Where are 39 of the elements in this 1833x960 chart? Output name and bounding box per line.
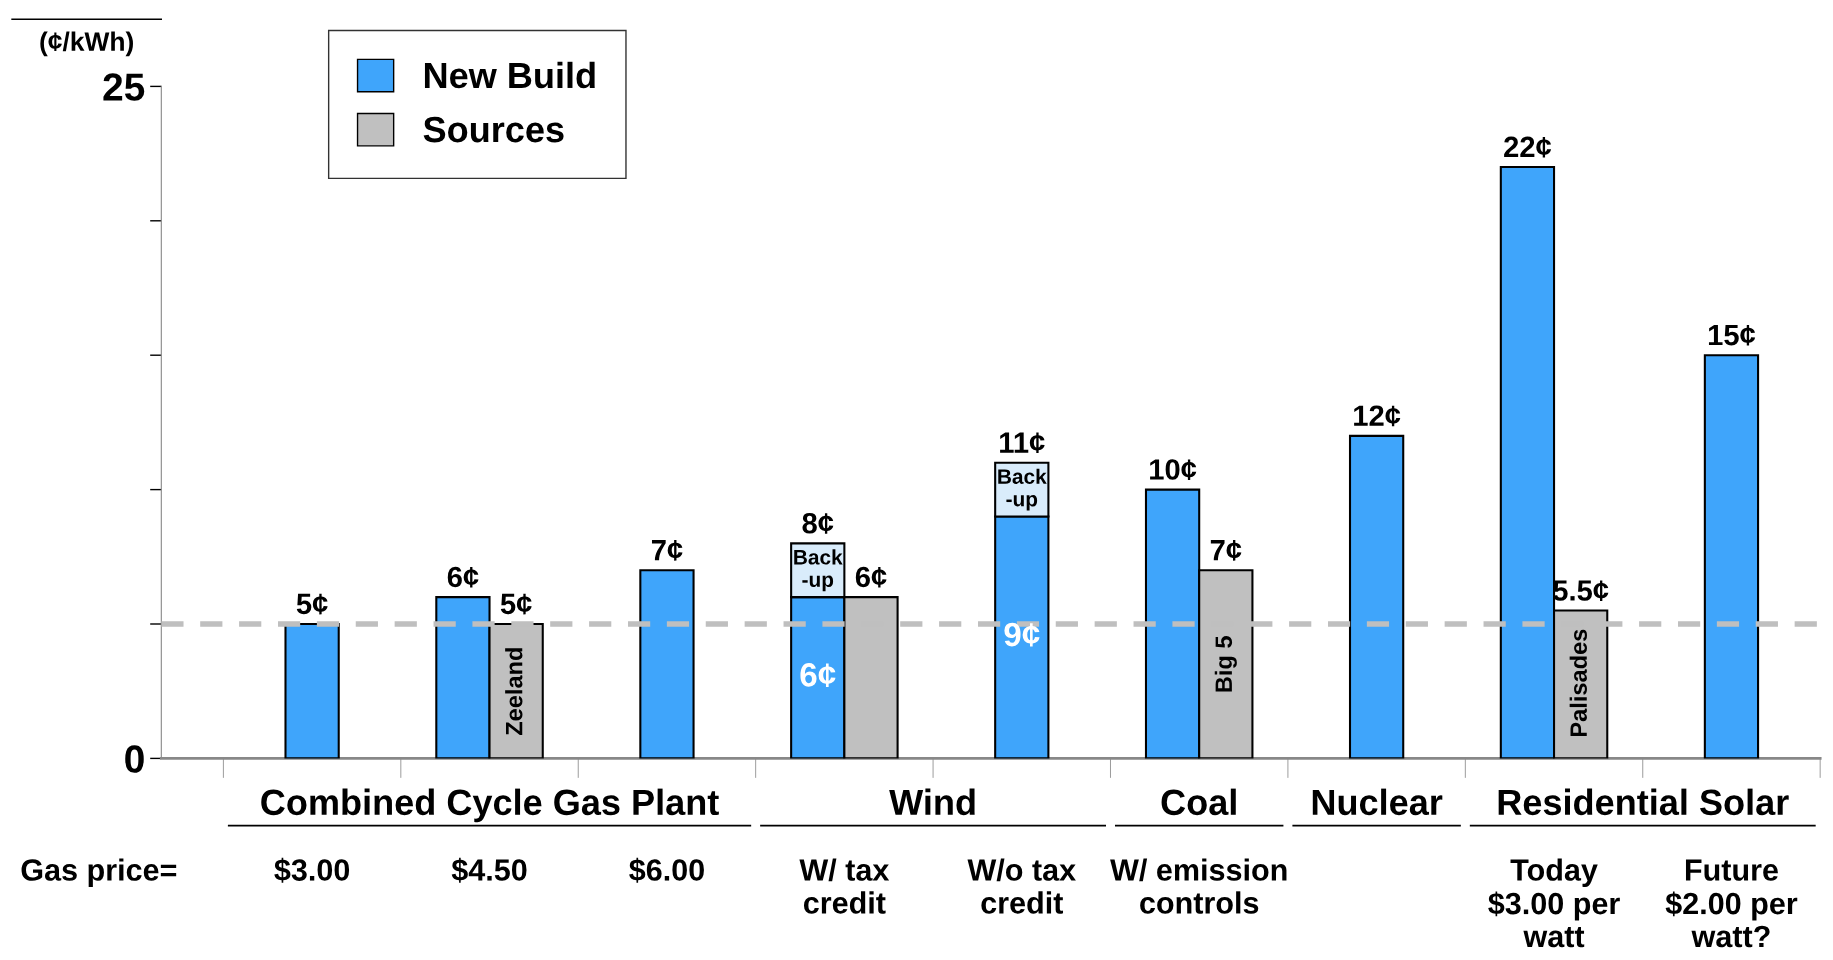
- annotation: Big 5: [1214, 636, 1237, 692]
- y-tick-label: 25: [103, 73, 145, 101]
- data-label: 7¢: [651, 540, 683, 561]
- annotation: Zeeland: [505, 648, 523, 736]
- data-label: 5.5¢: [1553, 580, 1609, 601]
- text: Coal: [1161, 788, 1236, 816]
- legend-label: New Build: [424, 61, 595, 89]
- annotation: 8¢: [802, 512, 834, 534]
- x-tick-label: Future $2.00 per watt?: [1665, 859, 1798, 948]
- data-label: 6¢: [855, 566, 887, 588]
- text: Residential Solar: [1498, 788, 1789, 816]
- x-tick-label: Today $3.00 per watt: [1488, 858, 1620, 948]
- data-label: 22¢: [1504, 136, 1552, 158]
- x-tick-label: W/ emission controls: [1110, 858, 1287, 914]
- text: Nuclear: [1312, 788, 1443, 816]
- y-axis-title: (¢/kWh): [40, 31, 133, 57]
- annotation: 11¢: [1000, 432, 1045, 454]
- y-tick-label: 0: [125, 745, 144, 773]
- annotation: Palisades: [1569, 629, 1587, 737]
- data-label: Back -up: [998, 468, 1047, 511]
- text: Combined Cycle Gas Plant: [261, 788, 719, 823]
- data-label: 12¢: [1354, 405, 1401, 427]
- data-label: 9¢: [1004, 622, 1040, 647]
- data-label: 15¢: [1708, 325, 1756, 346]
- x-tick-label: $6.00: [629, 857, 704, 883]
- data-label: 5¢: [296, 593, 328, 615]
- data-label: 6¢: [447, 566, 479, 588]
- data-label: 10¢: [1150, 459, 1197, 480]
- text: Wind: [889, 788, 975, 816]
- data-label: 6¢: [800, 663, 836, 687]
- legend-label: Sources: [423, 116, 564, 143]
- data-label: 7¢: [1210, 540, 1242, 561]
- text: Gas price=: [21, 858, 177, 887]
- data-label: Back -up: [794, 549, 843, 592]
- x-tick-label: W/o tax credit: [967, 858, 1076, 914]
- x-tick-label: W/ tax credit: [799, 858, 890, 914]
- data-label: 5¢: [500, 593, 532, 615]
- x-tick-label: $3.00: [274, 857, 350, 883]
- x-tick-label: $4.50: [451, 857, 527, 883]
